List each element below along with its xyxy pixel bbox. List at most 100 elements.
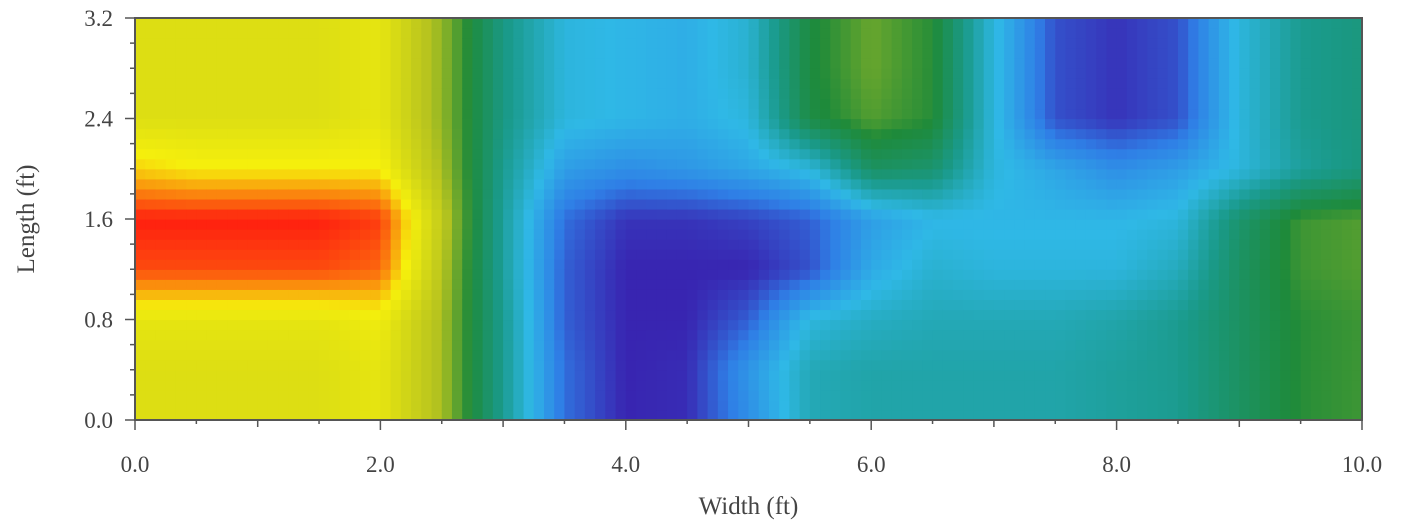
heatmap-cell — [697, 349, 709, 361]
heatmap-cell — [615, 259, 627, 270]
heatmap-cell — [421, 18, 433, 29]
heatmap-cell — [963, 168, 975, 180]
heatmap-cell — [1014, 369, 1026, 381]
heatmap-cell — [758, 229, 770, 240]
heatmap-cell — [1085, 98, 1097, 110]
heatmap-cell — [697, 128, 709, 140]
heatmap-cell — [646, 168, 658, 180]
heatmap-cell — [1004, 309, 1015, 321]
heatmap-cell — [400, 28, 412, 39]
heatmap-cell — [840, 319, 852, 331]
heatmap-cell — [492, 98, 504, 110]
heatmap-cell — [1157, 249, 1169, 260]
heatmap-cell — [595, 18, 606, 29]
heatmap-cell — [1269, 58, 1281, 69]
heatmap-cell — [1198, 329, 1210, 341]
heatmap-cell — [196, 178, 208, 190]
heatmap-cell — [1137, 138, 1148, 150]
heatmap-cell — [513, 389, 525, 401]
heatmap-cell — [278, 349, 289, 361]
heatmap-cell — [1218, 78, 1230, 89]
heatmap-cell — [687, 188, 698, 200]
heatmap-cell — [370, 289, 381, 300]
heatmap-cell — [768, 188, 780, 200]
heatmap-cell — [1126, 178, 1138, 190]
heatmap-cell — [1157, 18, 1169, 29]
heatmap-cell — [1198, 208, 1210, 220]
heatmap-cell — [1106, 138, 1118, 150]
heatmap-cell — [206, 188, 218, 200]
heatmap-cell — [1075, 229, 1087, 240]
heatmap-cell — [513, 259, 525, 270]
heatmap-cell — [206, 279, 218, 290]
heatmap-cell — [513, 48, 525, 59]
heatmap-cell — [359, 38, 371, 49]
heatmap-cell — [860, 339, 872, 351]
heatmap-cell — [503, 128, 514, 140]
heatmap-cell — [462, 219, 474, 230]
heatmap-cell — [1096, 48, 1107, 59]
heatmap-cell — [881, 329, 893, 341]
heatmap-cell — [165, 148, 177, 160]
heatmap-cell — [1147, 249, 1159, 260]
heatmap-cell — [1147, 229, 1159, 240]
heatmap-cell — [820, 389, 831, 401]
heatmap-cell — [840, 128, 852, 140]
heatmap-cell — [145, 309, 157, 321]
heatmap-cell — [891, 289, 903, 300]
heatmap-cell — [400, 178, 412, 190]
heatmap-cell — [1249, 329, 1261, 341]
heatmap-cell — [431, 409, 443, 421]
heatmap-cell — [912, 188, 923, 200]
heatmap-cell — [963, 379, 975, 391]
heatmap-cell — [758, 379, 770, 391]
heatmap-cell — [196, 58, 208, 69]
heatmap-cell — [748, 138, 760, 150]
heatmap-cell — [901, 18, 913, 29]
heatmap-cell — [697, 319, 709, 331]
heatmap-cell — [1147, 138, 1159, 150]
heatmap-cell — [308, 108, 320, 120]
heatmap-cell — [993, 118, 1005, 130]
heatmap-cell — [390, 259, 402, 270]
heatmap-cell — [584, 239, 596, 250]
heatmap-cell — [196, 219, 208, 230]
heatmap-cell — [973, 48, 985, 59]
heatmap-cell — [932, 339, 944, 351]
heatmap-cell — [1116, 249, 1128, 260]
heatmap-cell — [912, 339, 923, 351]
heatmap-cell — [932, 239, 944, 250]
heatmap-cell — [370, 359, 381, 371]
heatmap-cell — [820, 309, 831, 321]
heatmap-cell — [175, 168, 187, 180]
heatmap-cell — [1239, 289, 1251, 300]
heatmap-cell — [1034, 38, 1046, 49]
heatmap-cell — [390, 249, 402, 260]
heatmap-cell — [411, 259, 422, 270]
heatmap-cell — [237, 399, 249, 411]
heatmap-cell — [492, 279, 504, 290]
heatmap-cell — [431, 38, 443, 49]
heatmap-cell — [145, 178, 157, 190]
heatmap-cell — [871, 359, 883, 371]
heatmap-cell — [646, 138, 658, 150]
heatmap-cell — [135, 309, 146, 321]
heatmap-cell — [1034, 18, 1046, 29]
heatmap-cell — [196, 78, 208, 89]
heatmap-cell — [1157, 128, 1169, 140]
heatmap-cell — [1024, 128, 1036, 140]
heatmap-cell — [932, 289, 944, 300]
heatmap-cell — [1208, 118, 1220, 130]
heatmap-cell — [411, 208, 422, 220]
heatmap-cell — [247, 28, 259, 39]
heatmap-cell — [1229, 259, 1240, 270]
heatmap-cell — [1249, 379, 1261, 391]
heatmap-cell — [298, 178, 310, 190]
heatmap-cell — [963, 229, 975, 240]
heatmap-cell — [533, 369, 545, 381]
heatmap-cell — [1106, 239, 1118, 250]
heatmap-cell — [237, 118, 249, 130]
heatmap-cell — [278, 329, 289, 341]
heatmap-cell — [1106, 148, 1118, 160]
heatmap-cell — [830, 178, 842, 190]
